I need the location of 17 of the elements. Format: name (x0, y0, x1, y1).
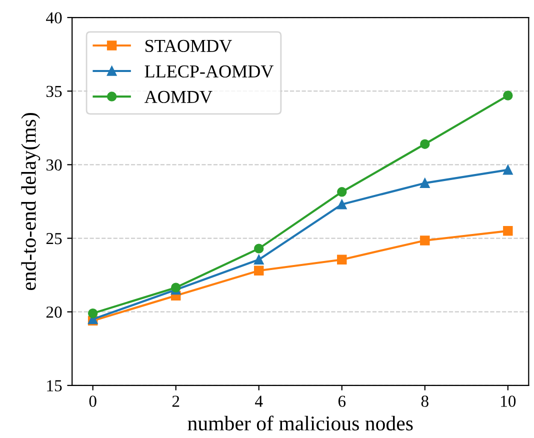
x-tick-label: 2 (172, 396, 180, 407)
y-tick-label: 40 (46, 12, 62, 24)
x-tick-label: 6 (338, 396, 346, 407)
y-tick-label: 35 (46, 86, 62, 98)
y-tick-label: 25 (46, 233, 62, 244)
x-tick-label: 8 (421, 396, 428, 407)
y-tick-label: 20 (46, 306, 62, 318)
x-tick-label: 0 (89, 396, 96, 407)
y-tick-label: 15 (47, 380, 62, 392)
y-axis-title: end-to-end delay(ms) (21, 113, 40, 290)
legend-label: STAOMDV (146, 40, 232, 52)
x-axis-title: number of malicious nodes (188, 416, 413, 430)
x-tick-label: 10 (501, 396, 516, 407)
legend-label: AOMDV (144, 90, 212, 104)
legend-label: LLECP-AOMDV (144, 65, 274, 78)
y-tick-label: 30 (46, 159, 62, 171)
x-tick-label: 4 (255, 396, 263, 407)
